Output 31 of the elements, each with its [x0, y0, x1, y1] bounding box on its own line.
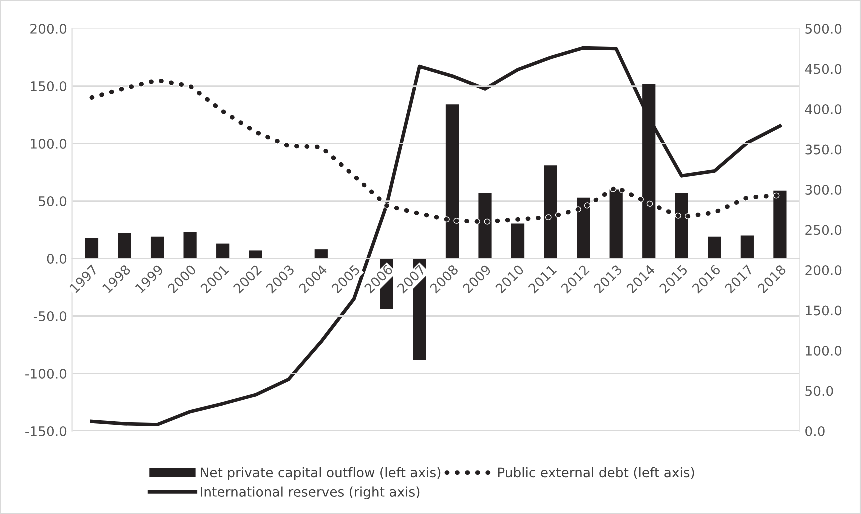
y-tick-label: 0.0	[47, 254, 67, 264]
y2-tick-label: 150.0	[806, 306, 842, 316]
y-tick-label: 200.0	[30, 24, 67, 34]
legend-label: International reserves (right axis)	[201, 486, 420, 500]
legend-label: Public external debt (left axis)	[498, 467, 694, 480]
y-tick-label: -50.0	[34, 311, 67, 322]
bar	[85, 238, 99, 259]
bar	[118, 233, 132, 259]
y-tick-label: 150.0	[31, 82, 67, 92]
y2-tick-label: 350.0	[806, 144, 842, 155]
y2-tick-label: 300.0	[806, 184, 842, 195]
bar	[216, 244, 230, 259]
bar	[184, 232, 197, 259]
y-tick-label: -100.0	[26, 368, 67, 379]
y2-tick-label: 250.0	[806, 225, 842, 236]
y2-tick-label: 100.0	[806, 346, 842, 356]
y2-tick-label: 0.0	[806, 426, 825, 436]
y-tick-label: 50.0	[39, 196, 67, 206]
y2-tick-label: 50.0	[806, 386, 834, 396]
y2-tick-label: 400.0	[805, 104, 842, 114]
bar	[150, 236, 164, 259]
y-tick-label: 100.0	[31, 138, 67, 149]
legend-label: Net private capital outflow (left axis)	[201, 467, 441, 480]
y2-tick-label: 200.0	[806, 265, 842, 276]
y2-tick-label: 500.0	[806, 24, 842, 34]
bar	[249, 250, 262, 259]
bar	[314, 250, 328, 259]
y2-tick-label: 450.0	[805, 64, 842, 74]
bar	[708, 236, 722, 259]
y-tick-label: -150.0	[26, 426, 67, 436]
bar	[740, 236, 754, 259]
